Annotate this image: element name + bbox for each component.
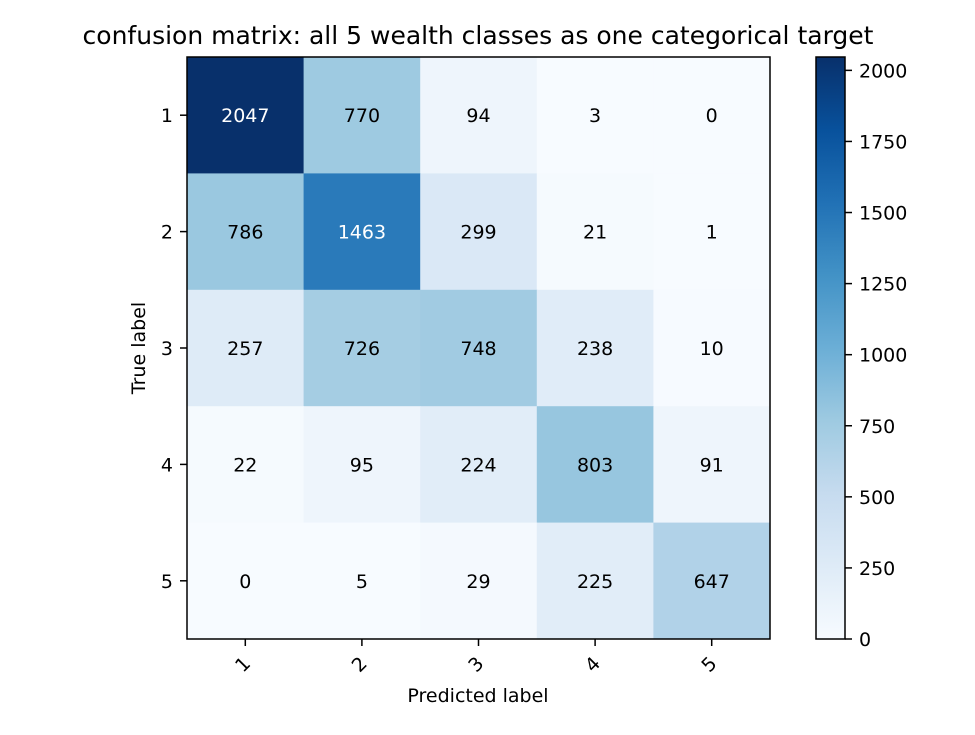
heatmap-cells [187, 57, 771, 640]
heatmap-cell [303, 522, 421, 640]
heatmap-cell [420, 522, 538, 640]
colorbar-tick-label: 1000 [859, 345, 907, 367]
x-tick-label: 1 [231, 653, 255, 677]
cell-value-labels: 2047 770 94 3 0 786 1463 299 21 1 257 726 748 238 10 22… [221, 105, 730, 593]
cell-value-label: 257 [227, 338, 263, 360]
y-tick-label: 4 [161, 454, 173, 476]
heatmap-cell [653, 406, 771, 524]
heatmap-cell [653, 522, 771, 640]
colorbar-tick-label: 250 [859, 558, 895, 580]
colorbar [815, 56, 846, 640]
cell-value-label: 299 [460, 222, 496, 244]
colorbar-tick-label: 750 [859, 416, 895, 438]
x-tick-label: 3 [464, 653, 488, 677]
chart-title: confusion matrix: all 5 wealth classes a… [83, 21, 874, 50]
heatmap-cell [187, 289, 305, 407]
cell-value-label: 3 [589, 105, 601, 127]
cell-value-label: 2047 [221, 105, 269, 127]
heatmap-cell [536, 57, 654, 174]
colorbar-tick-label: 2000 [859, 60, 907, 82]
colorbar-tick-label: 1500 [859, 203, 907, 225]
cell-value-label: 21 [583, 222, 607, 244]
heatmap-cell [187, 173, 305, 291]
heatmap-cell [303, 289, 421, 407]
cell-value-label: 1463 [338, 222, 386, 244]
colorbar-tick-label: 1250 [859, 274, 907, 296]
colorbar-tick-label: 500 [859, 487, 895, 509]
cell-value-label: 647 [694, 571, 730, 593]
colorbar-tick-label: 1750 [859, 131, 907, 153]
y-axis-ticks: 1 2 3 4 5 [161, 105, 187, 593]
heatmap-cell [187, 406, 305, 524]
heatmap-cell [187, 57, 305, 174]
heatmap-cell [536, 406, 654, 524]
heatmap-cell [303, 57, 421, 174]
heatmap-cell [653, 57, 771, 174]
heatmap-cell [303, 173, 421, 291]
cell-value-label: 803 [577, 454, 613, 476]
colorbar-ticks: 0 250 500 750 1000 1250 1500 1750 2000 [845, 60, 907, 651]
cell-value-label: 29 [466, 571, 490, 593]
y-axis-label: True label [128, 302, 150, 395]
colorbar-tick-label: 0 [859, 629, 871, 651]
x-axis-ticks: 1 2 3 4 5 [231, 639, 722, 677]
x-tick-label: 5 [697, 653, 721, 677]
heatmap-cell [420, 406, 538, 524]
heatmap-cell [303, 406, 421, 524]
cell-value-label: 786 [227, 222, 263, 244]
cell-value-label: 94 [466, 105, 490, 127]
heatmap-cell [536, 289, 654, 407]
cell-value-label: 770 [344, 105, 380, 127]
y-tick-label: 5 [161, 571, 173, 593]
heatmap-cell [420, 173, 538, 291]
x-tick-label: 4 [581, 653, 605, 677]
heatmap-cell [536, 522, 654, 640]
cell-value-label: 10 [700, 338, 724, 360]
cell-value-label: 0 [706, 105, 718, 127]
x-tick-label: 2 [348, 653, 372, 677]
x-axis-label: Predicted label [407, 685, 548, 707]
heatmap-cell [420, 289, 538, 407]
heatmap-cell [536, 173, 654, 291]
cell-value-label: 95 [350, 454, 374, 476]
heatmap-cell [653, 173, 771, 291]
cell-value-label: 0 [239, 571, 251, 593]
heatmap-cell [187, 522, 305, 640]
cell-value-label: 238 [577, 338, 613, 360]
cell-value-label: 225 [577, 571, 613, 593]
cell-value-label: 748 [460, 338, 496, 360]
cell-value-label: 22 [233, 454, 257, 476]
cell-value-label: 726 [344, 338, 380, 360]
y-tick-label: 3 [161, 338, 173, 360]
y-tick-label: 1 [161, 105, 173, 127]
cell-value-label: 91 [700, 454, 724, 476]
cell-value-label: 1 [706, 222, 718, 244]
heatmap-cell [653, 289, 771, 407]
cell-value-label: 5 [356, 571, 368, 593]
cell-value-label: 224 [460, 454, 496, 476]
y-tick-label: 2 [161, 222, 173, 244]
heatmap-cell [420, 57, 538, 174]
